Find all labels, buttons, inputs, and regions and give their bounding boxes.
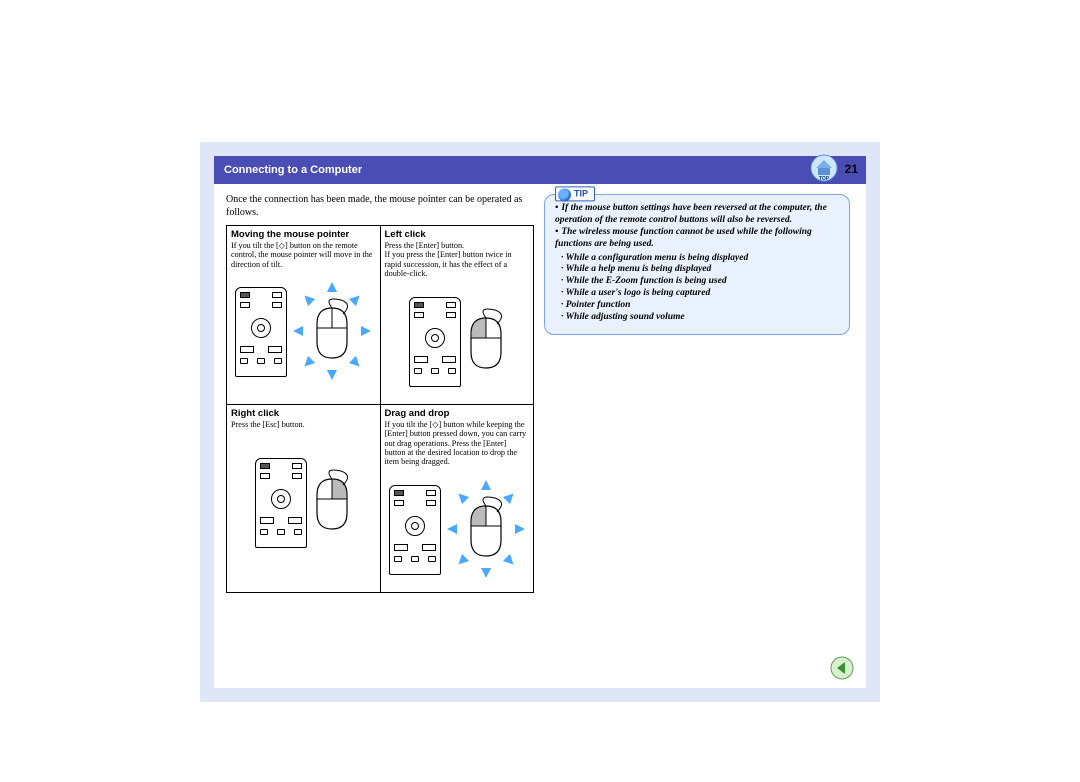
cell-desc: Press the [Esc] button. bbox=[231, 420, 376, 429]
mouse-operations-table: Moving the mouse pointer If you tilt the… bbox=[226, 225, 534, 593]
cell-left-click: Left click Press the [Enter] button. If … bbox=[380, 226, 534, 405]
page-header: Connecting to a Computer bbox=[214, 156, 866, 184]
cell-desc: If you tilt the [◇] button while keeping… bbox=[385, 420, 530, 467]
tip-sub-2: While a help menu is being displayed bbox=[561, 264, 839, 276]
diagram-drag bbox=[385, 471, 530, 589]
cell-move-pointer: Moving the mouse pointer If you tilt the… bbox=[227, 226, 381, 405]
tip-sub-6: While adjusting sound volume bbox=[561, 312, 839, 324]
tip-box: TIP If the mouse button settings have be… bbox=[544, 194, 850, 335]
nav-back-button[interactable] bbox=[830, 656, 854, 680]
svg-text:TOP: TOP bbox=[819, 176, 830, 182]
cell-title: Moving the mouse pointer bbox=[231, 229, 376, 240]
mouse-icon bbox=[467, 502, 505, 558]
document-canvas: Connecting to a Computer TOP 21 Once the… bbox=[200, 142, 880, 702]
cell-right-click: Right click Press the [Esc] button. bbox=[227, 404, 381, 592]
tip-sub-4: While a user's logo is being captured bbox=[561, 288, 839, 300]
cell-drag-drop: Drag and drop If you tilt the [◇] button… bbox=[380, 404, 534, 592]
remote-icon bbox=[255, 458, 307, 548]
mouse-icon bbox=[313, 475, 351, 531]
page-number: 21 bbox=[845, 162, 858, 176]
header-title: Connecting to a Computer bbox=[224, 164, 362, 176]
cell-title: Drag and drop bbox=[385, 408, 530, 419]
remote-icon bbox=[409, 297, 461, 387]
diagram-right-click bbox=[231, 433, 376, 573]
tip-label: TIP bbox=[555, 186, 595, 201]
tip-sub-5: Pointer function bbox=[561, 300, 839, 312]
cell-title: Right click bbox=[231, 408, 376, 419]
document-page: Connecting to a Computer TOP 21 Once the… bbox=[214, 156, 866, 688]
mouse-icon bbox=[313, 304, 351, 360]
tip-bullet-1: If the mouse button settings have been r… bbox=[555, 203, 839, 227]
diagram-left-click bbox=[385, 283, 530, 401]
intro-text: Once the connection has been made, the m… bbox=[226, 194, 534, 219]
tip-sub-3: While the E-Zoom function is being used bbox=[561, 276, 839, 288]
cell-desc: If you tilt the [◇] button on the remote… bbox=[231, 241, 376, 269]
tip-bullet-2: The wireless mouse function cannot be us… bbox=[555, 227, 839, 251]
top-icon[interactable]: TOP bbox=[810, 154, 838, 182]
remote-icon bbox=[235, 287, 287, 377]
cell-desc: Press the [Enter] button. If you press t… bbox=[385, 241, 530, 279]
mouse-icon bbox=[467, 314, 505, 370]
diagram-move bbox=[231, 273, 376, 391]
cell-title: Left click bbox=[385, 229, 530, 240]
tip-sub-1: While a configuration menu is being disp… bbox=[561, 253, 839, 265]
remote-icon bbox=[389, 485, 441, 575]
